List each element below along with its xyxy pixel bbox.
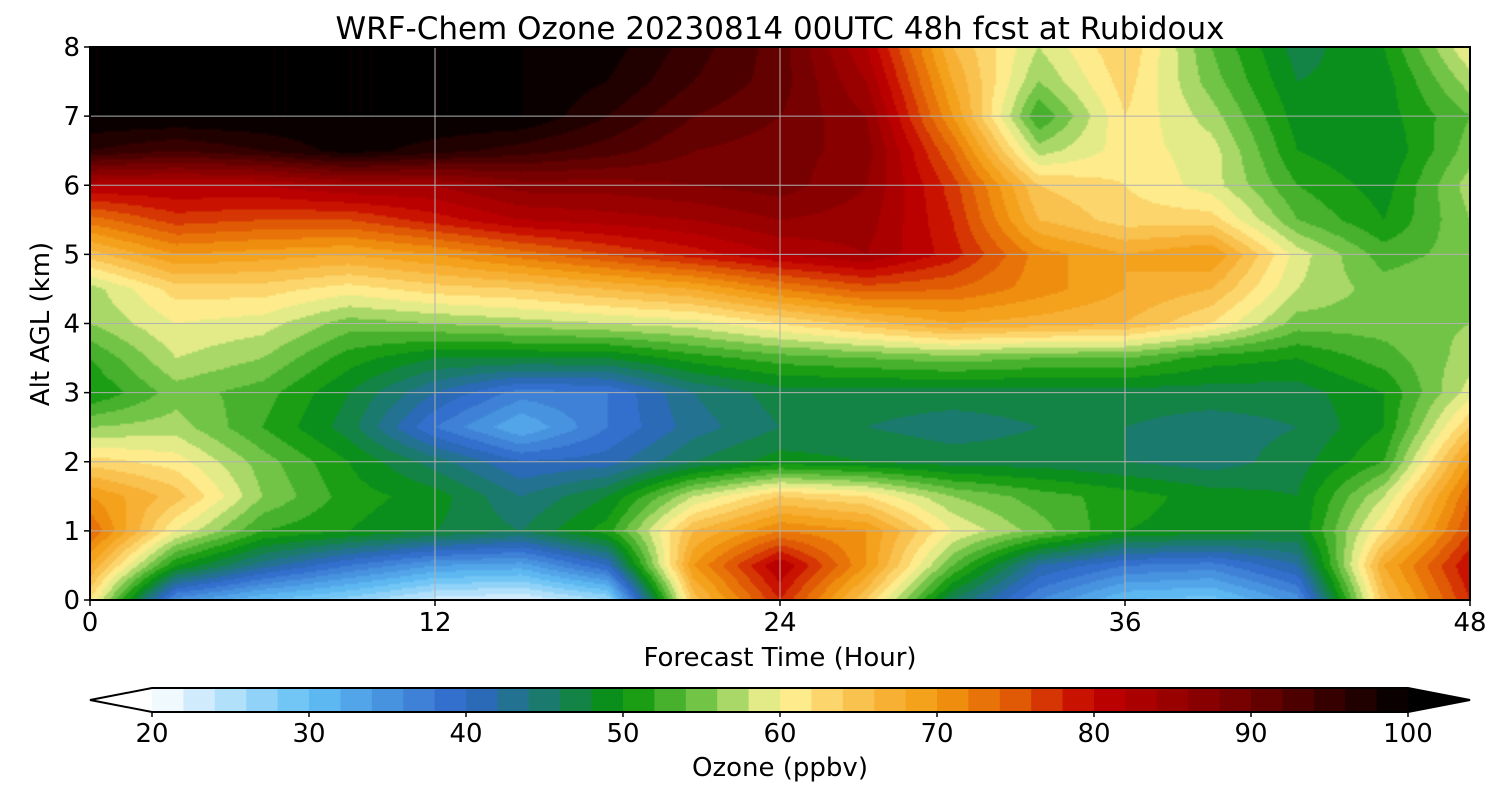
x-tick-label: 48 <box>1453 608 1486 638</box>
colorbar-segment <box>434 688 467 712</box>
colorbar-segment <box>1062 688 1095 712</box>
colorbar-segment <box>1094 688 1126 712</box>
colorbar-segment <box>654 688 687 712</box>
colorbar-segment <box>968 688 1001 712</box>
colorbar-ticks: 20 30 40 50 60 70 80 90 100 <box>135 712 1433 749</box>
colorbar-segment <box>1219 688 1252 712</box>
colorbar-segment <box>466 688 498 712</box>
colorbar-segment <box>246 688 279 712</box>
colorbar-segment <box>1031 688 1064 712</box>
colorbar-segment <box>1251 688 1283 712</box>
colorbar-tick-label: 100 <box>1383 719 1433 749</box>
colorbar-tick-label: 30 <box>292 719 325 749</box>
y-tick-label: 1 <box>63 517 80 547</box>
colorbar-segment <box>874 688 907 712</box>
colorbar-segment <box>528 688 561 712</box>
colorbar-segment <box>623 688 655 712</box>
colorbar-segment <box>905 688 938 712</box>
colorbar-segment <box>1156 688 1189 712</box>
x-tick-label: 24 <box>763 608 796 638</box>
x-tick-label: 12 <box>418 608 451 638</box>
colorbar-segment <box>1188 688 1221 712</box>
x-axis-ticks: 0 12 24 36 48 <box>82 600 1487 638</box>
colorbar-segment <box>780 688 812 712</box>
colorbar-segment <box>685 688 718 712</box>
colorbar-segment <box>277 688 310 712</box>
colorbar-segment <box>1376 688 1409 712</box>
colorbar <box>89 687 1471 713</box>
colorbar-segment <box>214 688 247 712</box>
colorbar-under-arrow <box>90 688 152 712</box>
colorbar-segment <box>811 688 844 712</box>
x-axis-label: Forecast Time (Hour) <box>643 643 916 673</box>
colorbar-segment <box>748 688 781 712</box>
colorbar-tick-label: 70 <box>920 719 953 749</box>
colorbar-segment <box>403 688 436 712</box>
colorbar-segment <box>1125 688 1158 712</box>
chart-title: WRF-Chem Ozone 20230814 00UTC 48h fcst a… <box>335 11 1224 47</box>
colorbar-segment <box>999 688 1032 712</box>
colorbar-segment <box>340 688 373 712</box>
y-tick-label: 7 <box>63 102 80 132</box>
colorbar-segment <box>842 688 875 712</box>
x-tick-label: 36 <box>1108 608 1141 638</box>
y-tick-label: 5 <box>63 240 80 270</box>
colorbar-segment <box>152 688 184 712</box>
x-tick-label: 0 <box>82 608 99 638</box>
y-axis-ticks: 0 1 2 3 4 5 6 7 8 <box>63 33 90 616</box>
colorbar-segment <box>371 688 404 712</box>
colorbar-segment <box>717 688 750 712</box>
y-tick-label: 2 <box>63 448 80 478</box>
colorbar-segment <box>560 688 593 712</box>
colorbar-segment <box>1313 688 1346 712</box>
colorbar-segment <box>309 688 341 712</box>
colorbar-tick-label: 90 <box>1234 719 1267 749</box>
colorbar-segment <box>937 688 969 712</box>
y-tick-label: 6 <box>63 171 80 201</box>
colorbar-over-arrow <box>1408 688 1470 712</box>
colorbar-label: Ozone (ppbv) <box>692 753 868 783</box>
colorbar-segment <box>1282 688 1315 712</box>
colorbar-segment <box>591 688 624 712</box>
colorbar-tick-label: 20 <box>135 719 168 749</box>
y-tick-label: 8 <box>63 33 80 63</box>
colorbar-tick-label: 60 <box>763 719 796 749</box>
y-tick-label: 4 <box>63 310 80 340</box>
y-tick-label: 3 <box>63 379 80 409</box>
colorbar-tick-label: 40 <box>449 719 482 749</box>
colorbar-tick-label: 80 <box>1077 719 1110 749</box>
colorbar-tick-label: 50 <box>606 719 639 749</box>
y-axis-label: Alt AGL (km) <box>26 242 56 406</box>
colorbar-segment <box>497 688 530 712</box>
y-tick-label: 0 <box>63 586 80 616</box>
colorbar-segment <box>1345 688 1378 712</box>
colorbar-segment <box>183 688 216 712</box>
